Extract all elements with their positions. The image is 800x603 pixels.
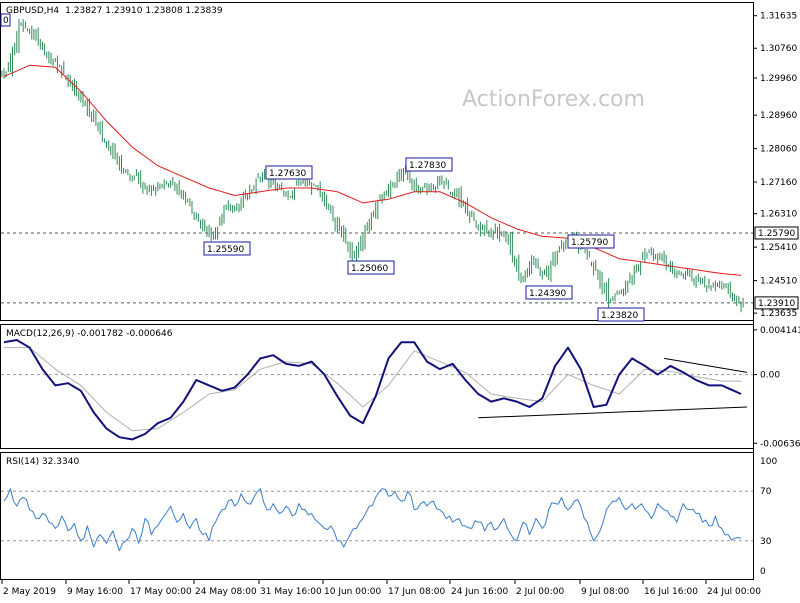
swing-label-text: 1.27630 [269,169,306,179]
x-tick-label: 9 May 16:00 [67,587,123,597]
rsi-line [3,488,742,552]
swing-label-box [567,234,615,249]
swing-label-text: 1.23820 [601,311,638,321]
swing-label-box [597,307,645,322]
price-hlines [1,232,753,304]
x-tick-label: 16 Jul 16:00 [644,587,698,597]
x-tick-label: 24 Jul 00:00 [707,587,761,597]
macd-axis-ticks: 0.004141 0.00 -0.006365 [753,326,800,449]
macd-path [3,339,742,441]
swing-label-box [525,285,573,300]
corner-label: 0 [3,16,9,26]
price-tick-label: 1.25410 [760,243,797,253]
macd-trendlines [478,357,748,419]
price-tick-label: 1.28060 [760,145,797,155]
swing-label-text: 1.25790 [571,238,608,248]
macd-title: MACD(12,26,9) -0.001782 -0.000646 [6,329,173,339]
level-tag-box [754,296,799,310]
trendline [664,357,748,373]
level-tag-box [754,226,799,240]
swing-label-text: 1.27830 [409,161,446,171]
x-tick-label: 24 May 08:00 [195,587,257,597]
ohlc-text: 1.23827 1.23910 1.23808 1.23839 [65,6,223,16]
swing-label-box [347,260,395,275]
price-tick-label: 1.23635 [760,309,797,319]
price-tick-label: 1.31635 [760,12,797,22]
price-tick-label: 1.30760 [760,44,797,54]
swing-label-text: 1.24390 [529,289,566,299]
price-tick-label: 1.26310 [760,210,797,220]
time-axis: 2 May 2019 9 May 16:00 17 May 00:00 24 May … [1,580,761,597]
rsi-axis-ticks: 100 70 30 0 [760,457,777,577]
ma-path [3,64,742,276]
x-tick-label: 17 Jun 08:00 [388,587,445,597]
x-tick-label: 17 May 00:00 [130,587,192,597]
x-tick-label: 10 Jun 00:00 [324,587,381,597]
rsi-tick-label: 100 [760,457,777,467]
price-tick-label: 1.24510 [760,277,797,287]
swing-label-box [265,165,313,180]
price-tick-label: 1.27160 [760,178,797,188]
symbol-text: GBPUSD,H4 [6,6,59,16]
price-tick-label: 1.29960 [760,74,797,84]
swing-label-text: 1.25060 [351,264,388,274]
x-tick-label: 9 Jul 08:00 [581,587,630,597]
rsi-title: RSI(14) 32.3340 [6,457,79,467]
x-tick-label: 2 Jul 00:00 [516,587,565,597]
macd-tick-label: -0.006365 [760,439,800,449]
swing-label-box [203,241,251,256]
rsi-pane [0,452,754,580]
rsi-level-lines [1,490,753,542]
trendline [478,406,748,419]
chart-symbol-label: GBPUSD,H4 1.23827 1.23910 1.23808 1.23839 [6,6,223,16]
macd-tick-label: 0.004141 [760,326,800,336]
rsi-path [3,488,742,552]
swing-label-box [405,157,453,172]
rsi-tick-label: 70 [760,487,772,497]
macd-tick-label: 0.00 [760,371,780,381]
corner-label-box [0,13,11,27]
level-tag-text: 1.25790 [758,229,795,239]
price-level-tags: 1.25790 1.23910 [754,226,799,310]
level-tag-text: 1.23910 [758,299,795,309]
macd-pane [0,324,754,449]
macd-signal-line [4,347,741,432]
x-tick-label: 24 Jun 16:00 [451,587,508,597]
macd-main-line [3,339,742,441]
signal-path [4,347,741,432]
price-tick-label: 1.28960 [760,111,797,121]
moving-average-line [3,64,742,276]
swing-label-text: 1.25590 [207,245,244,255]
rsi-tick-label: 0 [760,567,766,577]
x-tick-label: 31 May 16:00 [260,587,322,597]
watermark-text: ActionForex.com [462,87,645,112]
x-tick-label: 2 May 2019 [3,587,56,597]
rsi-tick-label: 30 [760,537,772,547]
price-axis-ticks: 1.31635 1.30760 1.29960 1.28960 1.28060 1.271… [753,12,797,319]
swing-labels: 1.27630 1.27830 1.25590 1.25060 1.25790 1.243… [203,157,645,322]
